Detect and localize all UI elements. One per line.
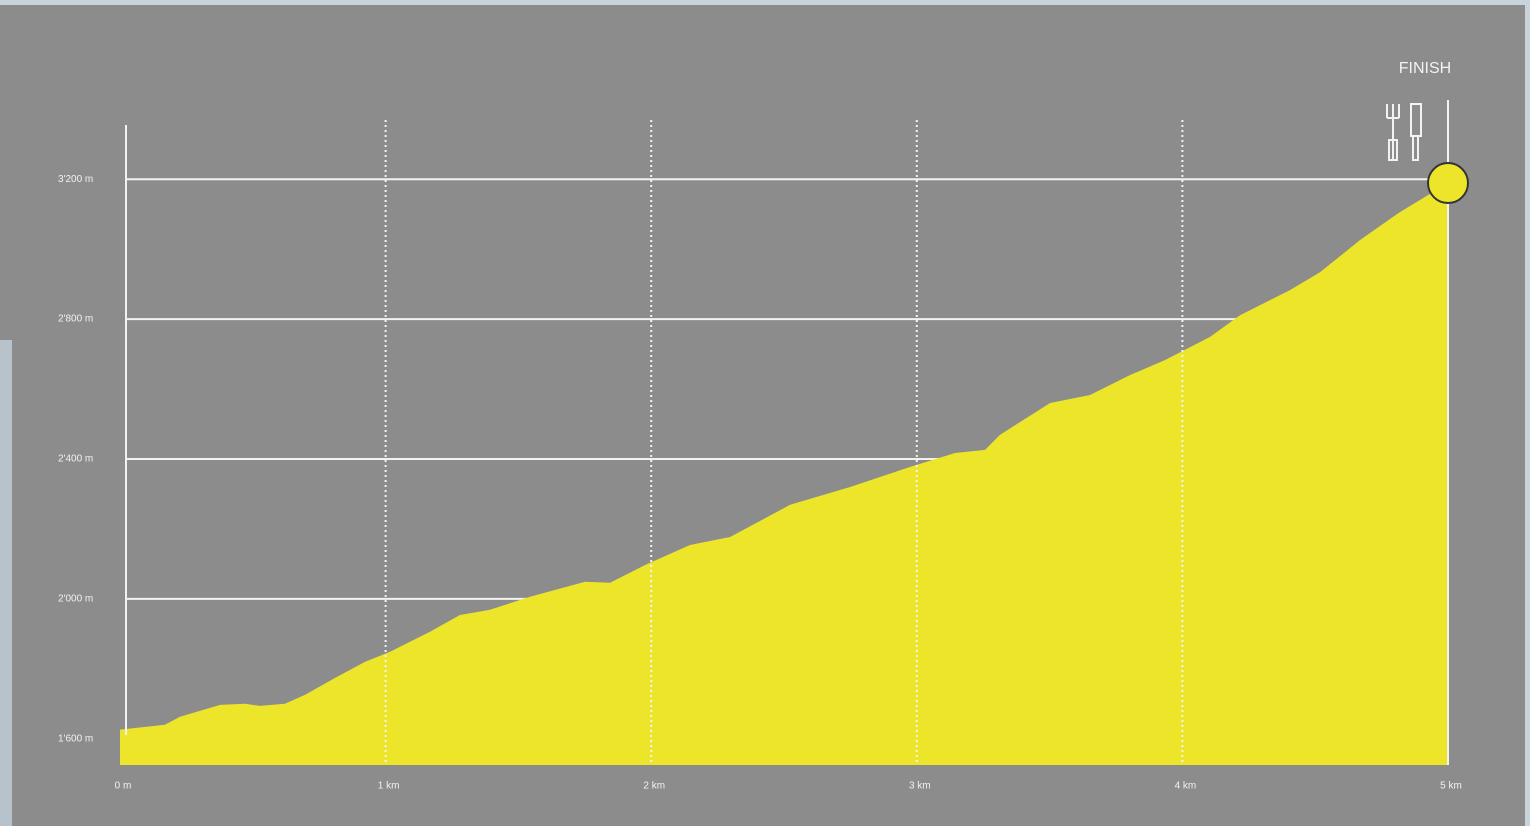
- finish-marker: [1427, 162, 1469, 205]
- x-tick-label: 2 km: [643, 781, 665, 792]
- finish-label: FINISH: [1399, 60, 1451, 77]
- elevation-area: [120, 183, 1448, 766]
- x-tick-label: 1 km: [378, 781, 400, 792]
- y-tick-label: 3'200 m: [58, 174, 93, 185]
- background-strip: [0, 340, 12, 826]
- y-tick-label: 2'000 m: [58, 594, 93, 605]
- y-tick-label: 1'600 m: [58, 733, 93, 744]
- x-tick-label: 4 km: [1175, 781, 1197, 792]
- y-tick-label: 2'800 m: [58, 314, 93, 325]
- x-tick-label: 3 km: [909, 781, 931, 792]
- y-tick-label: 2'400 m: [58, 454, 93, 465]
- x-tick-label: 0 m: [115, 781, 132, 792]
- restaurant-icon: [1386, 103, 1422, 161]
- x-tick-label: 5 km: [1440, 781, 1462, 792]
